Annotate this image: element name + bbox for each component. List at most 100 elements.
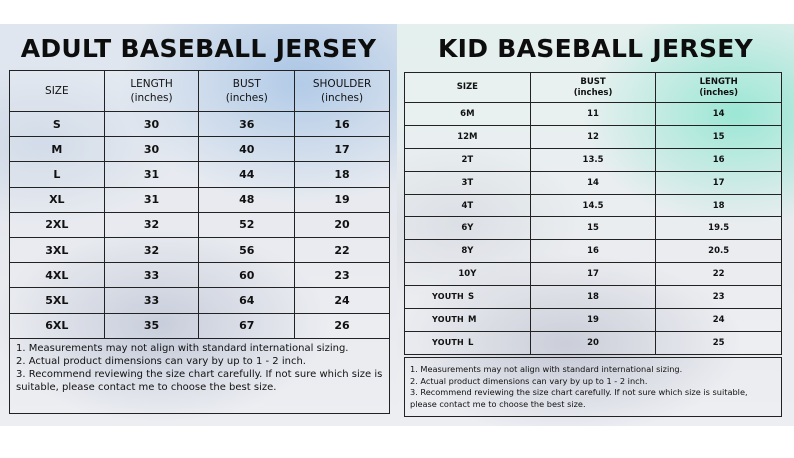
length-cell: 25 (655, 330, 782, 355)
shoulder-cell: 22 (294, 236, 390, 264)
bust-cell: 18 (529, 285, 657, 310)
adult-note-2: 2. Actual product dimensions can vary by… (16, 356, 306, 367)
bust-cell: 12 (529, 124, 657, 149)
kid-header-row: SIZE BUST (inches) LENGTH (inches) (404, 72, 782, 103)
shoulder-cell: 19 (294, 186, 390, 213)
header-bust-label: BUST (232, 78, 261, 90)
youth-size: M (467, 314, 477, 325)
bust-cell: 14.5 (529, 193, 657, 218)
table-row: 6M 11 14 (404, 102, 782, 126)
table-row: L 31 44 18 (9, 161, 390, 188)
header-shoulder: SHOULDER (inches) (294, 70, 390, 112)
length-cell: 18 (655, 193, 782, 218)
table-row: S 30 36 16 (9, 110, 390, 138)
table-row: YOUTH L 20 25 (404, 330, 782, 355)
length-cell: 33 (103, 287, 200, 314)
size-cell: 3T (404, 170, 531, 195)
youth-prefix: YOUTH (432, 314, 464, 324)
length-cell: 31 (103, 161, 200, 188)
kid-notes: 1. Measurements may not align with stand… (404, 357, 782, 417)
table-row: 8Y 16 20.5 (404, 239, 782, 264)
table-row: 2XL 32 52 20 (9, 211, 390, 238)
youth-size: S (467, 292, 475, 303)
bust-cell: 52 (198, 211, 296, 238)
table-row: YOUTH M 19 24 (404, 308, 782, 332)
header-length: LENGTH (inches) (103, 70, 200, 112)
size-cell: 6XL (9, 312, 105, 339)
length-cell: 16 (655, 147, 782, 172)
youth-size: L (467, 337, 474, 348)
table-row: 6Y 15 19.5 (404, 216, 782, 241)
shoulder-cell: 26 (294, 312, 390, 339)
size-cell: M (9, 136, 105, 163)
adult-chart-title: ADULT BASEBALL JERSEY (20, 34, 377, 63)
length-cell: 30 (103, 136, 200, 163)
length-cell: 23 (655, 285, 782, 310)
bust-cell: 13.5 (529, 147, 657, 172)
shoulder-cell: 20 (294, 211, 390, 238)
shoulder-cell: 23 (294, 262, 390, 289)
header-size-label: SIZE (45, 85, 69, 97)
size-cell: 5XL (9, 287, 105, 314)
size-cell: 12M (404, 124, 531, 149)
bust-cell: 19 (529, 308, 657, 332)
length-cell: 24 (655, 308, 782, 332)
header-bust-unit: (inches) (573, 87, 613, 98)
table-row: 3T 14 17 (404, 170, 782, 195)
header-bust-unit: (inches) (225, 92, 268, 104)
header-shoulder-unit: (inches) (321, 92, 364, 104)
table-row: M 30 40 17 (9, 136, 390, 163)
length-cell: 35 (103, 312, 200, 339)
header-bust: BUST (inches) (198, 70, 296, 112)
size-cell: 8Y (404, 239, 531, 264)
size-cell: 6M (404, 102, 531, 126)
table-row: YOUTH S 18 23 (404, 285, 782, 310)
length-cell: 19.5 (655, 216, 782, 241)
table-row: 3XL 32 56 22 (9, 236, 390, 264)
adult-size-table: SIZE LENGTH (inches) BUST (inches) SHOULDE… (9, 70, 390, 339)
bust-cell: 11 (529, 102, 657, 126)
size-cell: 3XL (9, 236, 105, 264)
header-bust-label: BUST (580, 76, 606, 87)
header-length-unit: (inches) (699, 87, 738, 98)
adult-note-1: 1. Measurements may not align with stand… (16, 343, 349, 354)
length-cell: 14 (655, 102, 782, 126)
bust-cell: 36 (198, 110, 296, 138)
bust-cell: 40 (198, 136, 296, 163)
length-cell: 17 (655, 170, 782, 195)
size-cell: YOUTH L (404, 330, 531, 355)
header-shoulder-label: SHOULDER (312, 78, 372, 90)
kid-note-1: 1. Measurements may not align with stand… (410, 364, 683, 374)
header-size: SIZE (404, 72, 531, 103)
bust-cell: 20 (529, 330, 657, 355)
bust-cell: 48 (198, 186, 296, 213)
table-row: 4T 14.5 18 (404, 193, 782, 218)
header-length: LENGTH (inches) (655, 72, 782, 103)
shoulder-cell: 16 (294, 110, 390, 138)
youth-prefix: YOUTH (432, 337, 464, 347)
bust-cell: 17 (529, 262, 657, 287)
bust-cell: 60 (198, 262, 296, 289)
kid-note-2: 2. Actual product dimensions can vary by… (410, 375, 648, 386)
bust-cell: 14 (529, 170, 657, 195)
table-row: 10Y 17 22 (404, 262, 782, 287)
adult-note-3: 3. Recommend reviewing the size chart ca… (16, 369, 383, 393)
youth-prefix: YOUTH (432, 292, 464, 302)
length-cell: 22 (655, 262, 782, 287)
size-cell: L (9, 161, 105, 188)
length-cell: 32 (103, 211, 200, 238)
size-cell: YOUTH M (404, 308, 531, 332)
header-size: SIZE (9, 70, 105, 112)
length-cell: 32 (103, 236, 200, 264)
size-cell: S (9, 110, 105, 138)
bust-cell: 44 (198, 161, 296, 188)
size-cell: 10Y (404, 262, 531, 287)
bust-cell: 67 (198, 312, 296, 339)
header-length-label: LENGTH (699, 76, 738, 87)
bust-cell: 64 (198, 287, 296, 314)
kid-size-chart-panel: KID BASEBALL JERSEY SIZE BUST (inches) LE… (397, 24, 794, 426)
bust-cell: 15 (529, 216, 657, 241)
header-length-unit: (inches) (130, 92, 173, 104)
size-cell: 2T (404, 147, 531, 172)
table-row: 12M 12 15 (404, 124, 782, 149)
